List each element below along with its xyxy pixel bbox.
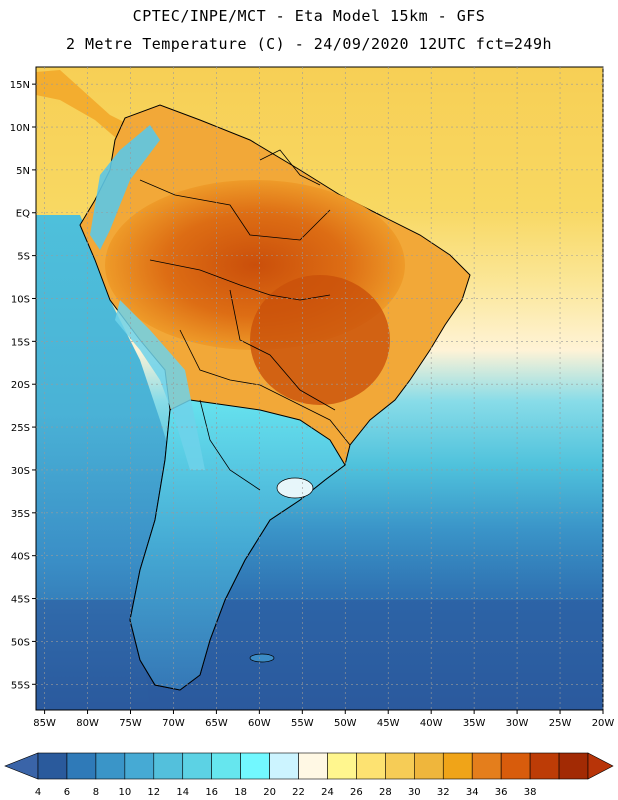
colorbar-tick-label: 4 (35, 787, 41, 798)
lat-label: 30S (11, 466, 30, 477)
colorbar-swatch (471, 752, 502, 780)
lon-label: 45W (377, 718, 400, 729)
map-title-line-1: CPTEC/INPE/MCT - Eta Model 15km - GFS (132, 7, 486, 25)
colorbar-tick-label: 16 (205, 787, 218, 798)
colorbar-tick-label: 36 (495, 787, 508, 798)
colorbar-tick-label: 12 (147, 787, 160, 798)
lat-label: 10N (10, 123, 30, 134)
latitude-labels: 15N 10N 5N EQ 5S 10S 15S 20S 25S 30S 35S 40S 45S 50S 5… (10, 80, 30, 691)
rio-de-la-plata (276, 477, 314, 499)
andes-central (115, 300, 205, 470)
lon-label: 55W (291, 718, 314, 729)
lon-label: 75W (119, 718, 142, 729)
colorbar-swatch (327, 752, 357, 780)
colorbar-swatch (66, 752, 97, 780)
lat-label: 40S (11, 552, 30, 563)
deep-southern-ocean (36, 600, 603, 710)
temperature-colorbar: 4 6 8 10 12 14 16 18 20 22 24 26 28 30 32 34 36 38 (4, 752, 614, 798)
colorbar-tick-label: 24 (321, 787, 334, 798)
colorbar-tick-label: 30 (408, 787, 421, 798)
colorbar-swatch (529, 752, 560, 780)
lat-label: 5S (17, 252, 30, 263)
colorbar-tick-label: 38 (524, 787, 537, 798)
lon-label: 85W (33, 718, 56, 729)
colorbar-swatch (442, 752, 473, 780)
andes-north (90, 125, 160, 250)
colorbar-swatch (153, 752, 184, 780)
southern-cone-cool (129, 399, 346, 691)
colorbar-above-arrow (587, 752, 614, 780)
lon-label: 80W (76, 718, 99, 729)
lat-label: 5N (16, 166, 30, 177)
lon-label: 65W (205, 718, 228, 729)
colorbar-swatch (356, 752, 386, 780)
lat-label: EQ (16, 209, 30, 220)
lat-label: 50S (11, 637, 30, 648)
lat-label: 25S (11, 423, 30, 434)
colorbar-tick-label: 14 (176, 787, 189, 798)
colorbar-swatch (124, 752, 155, 780)
lon-label: 35W (463, 718, 486, 729)
colorbar-swatches (4, 752, 614, 780)
colorbar-swatch (558, 752, 589, 780)
colorbar-swatch (240, 752, 270, 780)
colorbar-tick-label: 6 (64, 787, 70, 798)
map-title-line-2: 2 Metre Temperature (C) - 24/09/2020 12U… (65, 35, 553, 53)
lat-label: 15S (11, 337, 30, 348)
colorbar-swatch (95, 752, 126, 780)
lat-label: 55S (11, 680, 30, 691)
hot-core-central-brazil (250, 275, 390, 405)
colorbar-tick-label: 34 (466, 787, 479, 798)
colorbar-swatch (182, 752, 212, 780)
lat-label: 10S (11, 294, 30, 305)
colorbar-below-arrow (4, 752, 39, 780)
lon-label: 50W (334, 718, 357, 729)
temperature-map: 15N 10N 5N EQ 5S 10S 15S 20S 25S 30S 35S 40S 45S 50S 5… (10, 66, 614, 729)
lat-label: 45S (11, 595, 30, 606)
colorbar-swatch (500, 752, 531, 780)
colorbar-swatch (298, 752, 328, 780)
country-borders (139, 149, 351, 491)
falkland-islands (249, 653, 275, 663)
lat-lon-grid (32, 67, 604, 714)
colorbar-tick-label: 10 (118, 787, 131, 798)
colorbar-tick-label: 18 (234, 787, 247, 798)
colorbar-tick-label: 8 (93, 787, 99, 798)
lat-label: 20S (11, 380, 30, 391)
colorbar-swatch (269, 752, 299, 780)
colorbar-tick-label: 32 (437, 787, 450, 798)
colorbar-tick-label: 22 (292, 787, 305, 798)
longitude-labels: 85W 80W 75W 70W 65W 60W 55W 50W 45W 40W 35W 30W 25W 2… (33, 718, 614, 729)
central-america (36, 70, 140, 150)
colorbar-swatch (37, 752, 68, 780)
colorbar-swatch (211, 752, 241, 780)
colorbar-tick-label: 26 (350, 787, 363, 798)
lat-label: 35S (11, 509, 30, 520)
lon-label: 40W (420, 718, 443, 729)
colorbar-tick-labels: 4 6 8 10 12 14 16 18 20 22 24 26 28 30 32 34 36 38 (35, 787, 537, 798)
lon-label: 30W (506, 718, 529, 729)
lon-label: 70W (162, 718, 185, 729)
lon-label: 20W (592, 718, 615, 729)
lon-label: 60W (248, 718, 271, 729)
lon-label: 25W (549, 718, 572, 729)
colorbar-swatch (414, 752, 444, 780)
colorbar-swatch (385, 752, 415, 780)
lat-label: 15N (10, 80, 30, 91)
colorbar-tick-label: 28 (379, 787, 392, 798)
colorbar-tick-label: 20 (263, 787, 276, 798)
